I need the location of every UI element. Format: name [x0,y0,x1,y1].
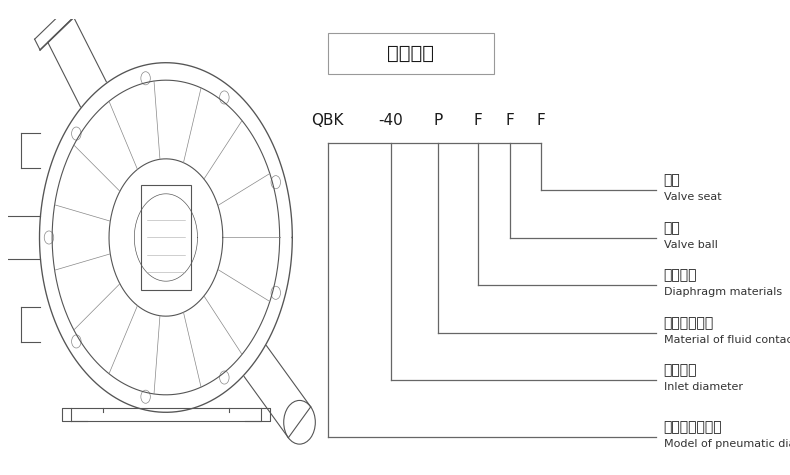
Bar [141,185,191,290]
Text: 阀坐: 阀坐 [664,174,680,188]
Text: 阀球: 阀球 [664,221,680,235]
Text: 气动隔膜泵型号: 气动隔膜泵型号 [664,421,722,435]
Text: -40: -40 [378,113,404,128]
Text: F: F [473,113,483,128]
Text: 过流部件材质: 过流部件材质 [664,316,714,330]
Text: Valve seat: Valve seat [664,192,721,202]
Text: Material of fluid contact part: Material of fluid contact part [664,335,790,345]
Text: Model of pneumatic diaphragm pump: Model of pneumatic diaphragm pump [664,439,790,449]
Text: Valve ball: Valve ball [664,240,717,250]
Text: P: P [434,113,443,128]
Text: 隔膜材质: 隔膜材质 [664,269,697,283]
Text: Diaphragm materials: Diaphragm materials [664,287,782,297]
Text: Inlet diameter: Inlet diameter [664,382,743,392]
Text: 进料口径: 进料口径 [664,364,697,378]
FancyBboxPatch shape [328,33,494,74]
Text: F: F [536,113,546,128]
Text: 型号说明: 型号说明 [387,44,434,63]
Text: QBK: QBK [311,113,344,128]
Text: F: F [505,113,514,128]
